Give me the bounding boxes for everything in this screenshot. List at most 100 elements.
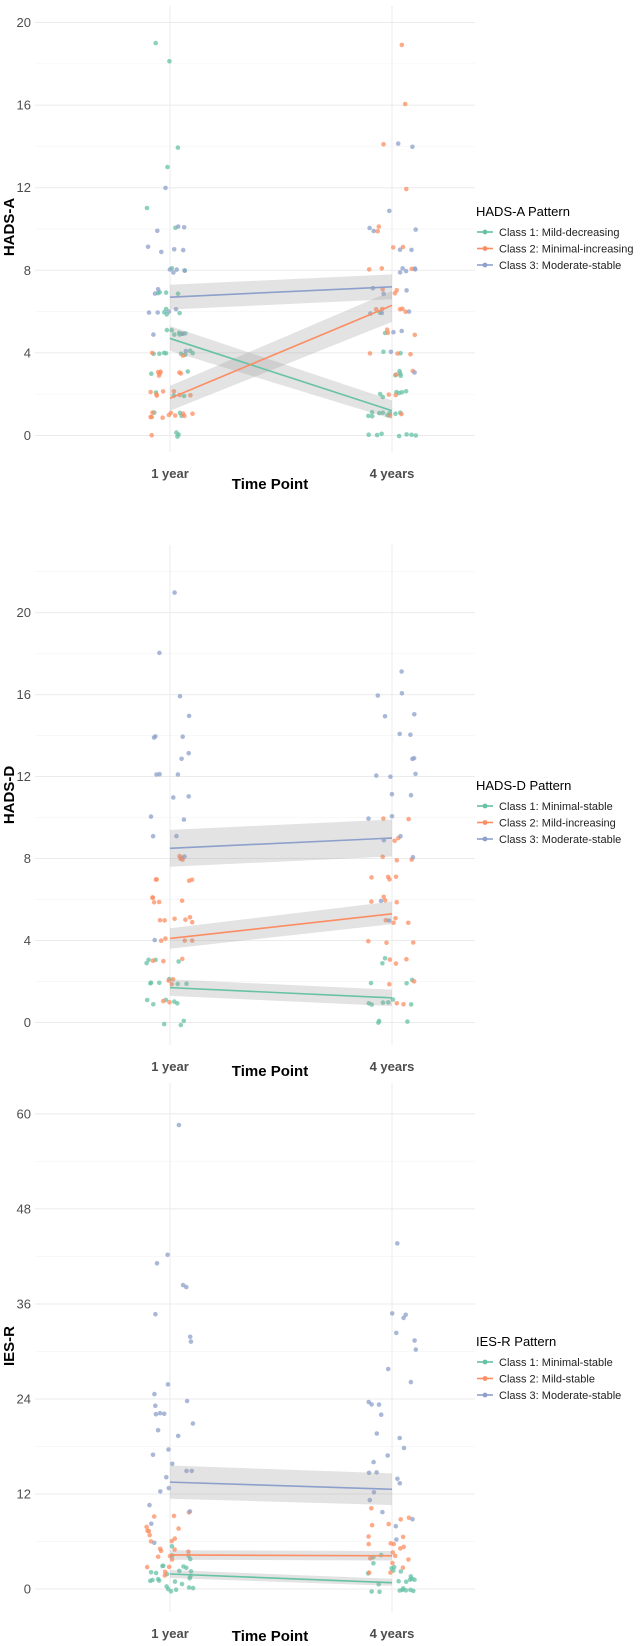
legend-key-point xyxy=(482,803,488,809)
data-point-class-3 xyxy=(157,650,162,656)
data-point-class-1 xyxy=(396,433,402,439)
data-point-class-2 xyxy=(169,1538,174,1544)
data-point-class-1 xyxy=(144,205,150,211)
data-point-class-2 xyxy=(182,938,187,943)
data-point-class-2 xyxy=(148,389,153,395)
data-point-class-3 xyxy=(181,225,187,230)
data-point-class-1 xyxy=(408,1002,414,1007)
data-point-class-1 xyxy=(148,1578,153,1584)
data-point-class-1 xyxy=(167,58,172,64)
data-point-class-1 xyxy=(377,391,383,397)
data-point-class-3 xyxy=(188,1339,194,1344)
data-point-class-2 xyxy=(386,392,392,397)
data-point-class-1 xyxy=(369,410,375,415)
data-point-class-2 xyxy=(393,392,399,398)
data-point-class-3 xyxy=(159,249,164,255)
data-point-class-1 xyxy=(380,961,385,966)
data-point-class-2 xyxy=(162,918,167,923)
data-point-class-3 xyxy=(182,268,188,274)
data-point-class-3 xyxy=(393,1523,399,1529)
data-point-class-3 xyxy=(175,772,181,777)
data-point-class-3 xyxy=(152,1540,157,1546)
data-point-class-3 xyxy=(180,247,186,253)
legend-label-class-2: Class 2: Mild-stable xyxy=(499,1374,595,1386)
data-point-class-1 xyxy=(396,1578,401,1584)
data-point-class-2 xyxy=(147,1532,152,1538)
data-point-class-2 xyxy=(411,979,417,984)
data-point-class-1 xyxy=(411,1588,416,1594)
data-point-class-3 xyxy=(147,1502,152,1508)
data-point-class-3 xyxy=(184,1468,189,1474)
data-point-class-2 xyxy=(390,1560,395,1566)
data-point-class-3 xyxy=(189,1468,194,1474)
x-tick-label: 1 year xyxy=(151,466,189,481)
data-point-class-3 xyxy=(184,1398,190,1404)
legend-key-point xyxy=(482,1376,488,1381)
data-point-class-2 xyxy=(381,142,386,147)
data-point-class-1 xyxy=(175,981,180,987)
data-point-class-2 xyxy=(172,413,178,418)
data-point-class-1 xyxy=(382,956,388,961)
legend-key-point xyxy=(482,229,488,235)
data-point-class-1 xyxy=(188,1569,194,1574)
data-point-class-2 xyxy=(394,858,400,863)
data-point-class-3 xyxy=(174,267,179,272)
data-point-class-3 xyxy=(374,1470,379,1475)
data-point-class-2 xyxy=(166,412,172,418)
data-point-class-2 xyxy=(398,1517,404,1522)
data-point-class-1 xyxy=(149,371,154,377)
data-point-class-3 xyxy=(164,1474,169,1480)
trend-line-class-2 xyxy=(169,304,393,400)
data-point-class-3 xyxy=(379,310,385,316)
data-point-class-3 xyxy=(399,328,405,334)
data-point-class-2 xyxy=(183,917,188,922)
data-point-class-2 xyxy=(369,1506,374,1511)
y-tick-label: 0 xyxy=(24,1015,31,1030)
data-point-class-2 xyxy=(366,938,371,944)
data-point-class-1 xyxy=(165,1586,171,1592)
data-point-class-2 xyxy=(151,1514,157,1519)
x-tick-label: 4 years xyxy=(370,1626,415,1641)
data-point-class-1 xyxy=(409,432,414,438)
data-point-class-2 xyxy=(401,1002,406,1007)
data-point-class-3 xyxy=(149,1521,154,1526)
data-point-class-1 xyxy=(376,1018,382,1024)
data-point-class-2 xyxy=(381,816,386,821)
y-tick-label: 48 xyxy=(17,1201,31,1216)
data-point-class-3 xyxy=(374,773,379,778)
data-point-class-2 xyxy=(386,1521,392,1527)
data-point-class-2 xyxy=(160,998,166,1004)
x-axis-title: Time Point xyxy=(232,1628,308,1645)
data-point-class-1 xyxy=(178,1022,184,1028)
data-point-class-2 xyxy=(394,372,399,377)
y-tick-label: 60 xyxy=(17,1106,31,1121)
y-tick-label: 16 xyxy=(17,687,31,702)
data-point-class-3 xyxy=(176,1122,182,1128)
data-point-class-3 xyxy=(388,774,393,779)
data-point-class-1 xyxy=(172,332,177,337)
data-point-class-2 xyxy=(388,1570,393,1575)
data-point-class-2 xyxy=(397,307,403,312)
data-point-class-2 xyxy=(388,1541,394,1546)
data-point-class-1 xyxy=(401,1586,406,1591)
data-point-class-3 xyxy=(408,792,414,798)
confidence-band-class-1 xyxy=(170,326,392,419)
data-point-class-2 xyxy=(171,1513,177,1519)
data-point-class-3 xyxy=(171,795,176,800)
data-point-class-3 xyxy=(157,771,162,777)
data-point-class-2 xyxy=(158,938,164,943)
data-point-class-2 xyxy=(180,353,186,358)
data-point-class-3 xyxy=(412,267,418,272)
data-point-class-3 xyxy=(150,833,156,839)
data-point-class-2 xyxy=(376,224,382,229)
data-point-class-2 xyxy=(394,899,400,905)
data-point-class-2 xyxy=(401,1544,407,1550)
x-axis-title: Time Point xyxy=(232,1063,308,1080)
data-point-class-2 xyxy=(406,1515,412,1521)
data-point-class-2 xyxy=(171,389,177,394)
data-point-class-3 xyxy=(184,1284,189,1290)
y-tick-label: 8 xyxy=(24,263,31,278)
data-point-class-2 xyxy=(149,414,155,420)
data-point-class-1 xyxy=(376,1582,382,1587)
data-point-class-2 xyxy=(177,853,182,859)
